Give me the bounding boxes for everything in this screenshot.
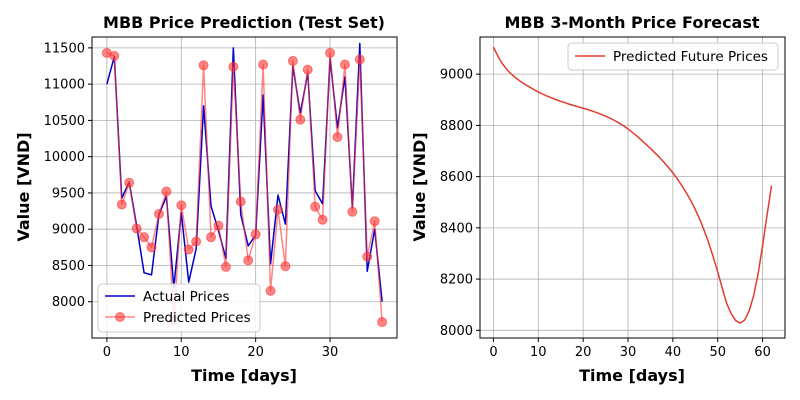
y-tick-label: 11000 <box>44 78 85 93</box>
grid <box>480 37 785 338</box>
plot-area <box>101 42 388 328</box>
y-axis-label: Value [VND] <box>410 132 429 241</box>
chart-title: MBB Price Prediction (Test Set) <box>103 13 385 32</box>
x-tick-label: 60 <box>754 345 771 360</box>
y-tick-label: 9000 <box>52 223 85 238</box>
data-point <box>325 47 336 58</box>
x-axis-label: Time [days] <box>579 366 685 385</box>
x-tick-label: 40 <box>665 345 682 360</box>
axis-ticks: 0 10 20 30 40 50 60 8000 8200 8400 8600 8800 9000 <box>440 68 771 360</box>
data-point <box>161 186 172 197</box>
data-point <box>183 244 194 255</box>
y-tick-label: 10000 <box>44 150 85 165</box>
data-point <box>220 261 231 272</box>
data-point <box>354 54 365 65</box>
data-point <box>310 201 321 212</box>
x-tick-label: 30 <box>322 345 339 360</box>
data-point <box>295 114 306 125</box>
data-point <box>287 55 298 66</box>
y-axis-label: Value [VND] <box>14 132 33 241</box>
data-point <box>339 59 350 70</box>
legend: Predicted Future Prices <box>567 42 779 71</box>
chart-price-prediction: MBB Price Prediction (Test Set) 0 10 20 30 8… <box>14 13 398 385</box>
series-line-predicted-prices <box>106 52 383 323</box>
x-tick-label: 30 <box>620 345 637 360</box>
chart-title: MBB 3-Month Price Forecast <box>504 13 759 32</box>
data-point <box>176 200 187 211</box>
data-point <box>116 199 127 210</box>
x-tick-label: 20 <box>575 345 592 360</box>
y-tick-label: 8800 <box>440 119 473 134</box>
data-point <box>228 61 239 72</box>
y-tick-label: 8000 <box>440 324 473 339</box>
y-tick-label: 11500 <box>44 41 85 56</box>
data-point <box>235 196 246 207</box>
legend-frame <box>567 42 779 71</box>
x-tick-label: 20 <box>247 345 264 360</box>
data-point <box>146 242 157 253</box>
data-point <box>272 204 283 215</box>
chart-forecast: MBB 3-Month Price Forecast 0 10 20 30 40 50 60… <box>410 13 786 385</box>
y-tick-label: 9500 <box>52 186 85 201</box>
data-point <box>280 261 291 272</box>
data-point <box>258 59 269 70</box>
data-point <box>109 50 120 61</box>
legend: Actual Prices Predicted Prices <box>97 283 261 333</box>
legend-marker-predicted <box>115 312 125 322</box>
axes-frame <box>91 36 398 339</box>
data-point <box>377 317 388 328</box>
data-point <box>332 132 343 143</box>
y-tick-label: 10500 <box>44 114 85 129</box>
series-line-predicted-future-prices <box>492 46 773 324</box>
data-point <box>243 255 254 266</box>
data-point <box>131 223 142 234</box>
data-point <box>213 220 224 231</box>
data-point <box>191 236 202 247</box>
legend-frame <box>97 283 261 333</box>
x-tick-label: 0 <box>103 345 111 360</box>
x-tick-label: 10 <box>173 345 190 360</box>
y-tick-label: 8600 <box>440 170 473 185</box>
data-point <box>153 208 164 219</box>
y-tick-label: 9000 <box>440 68 473 83</box>
data-point <box>124 177 135 188</box>
data-point <box>362 251 373 262</box>
data-point <box>265 285 276 296</box>
legend-label-predicted: Predicted Prices <box>143 310 251 326</box>
plot-area <box>492 46 773 324</box>
data-point <box>250 229 261 240</box>
legend-label-forecast: Predicted Future Prices <box>613 49 768 65</box>
axes-frame <box>479 36 786 339</box>
data-point <box>347 206 358 217</box>
data-point <box>198 60 209 71</box>
y-tick-label: 8000 <box>52 295 85 310</box>
y-tick-label: 8400 <box>440 221 473 236</box>
data-point <box>139 232 150 243</box>
data-point <box>302 64 313 75</box>
x-axis-label: Time [days] <box>191 366 297 385</box>
x-tick-label: 0 <box>489 345 497 360</box>
y-tick-label: 8200 <box>440 273 473 288</box>
data-point <box>206 232 217 243</box>
y-tick-label: 8500 <box>52 259 85 274</box>
legend-label-actual: Actual Prices <box>143 289 230 305</box>
x-tick-label: 10 <box>530 345 547 360</box>
x-tick-label: 50 <box>709 345 726 360</box>
axis-ticks: 0 10 20 30 8000 8500 9000 9500 10000 10500 11000 11… <box>44 41 339 360</box>
data-point <box>317 214 328 225</box>
data-point <box>369 216 380 227</box>
